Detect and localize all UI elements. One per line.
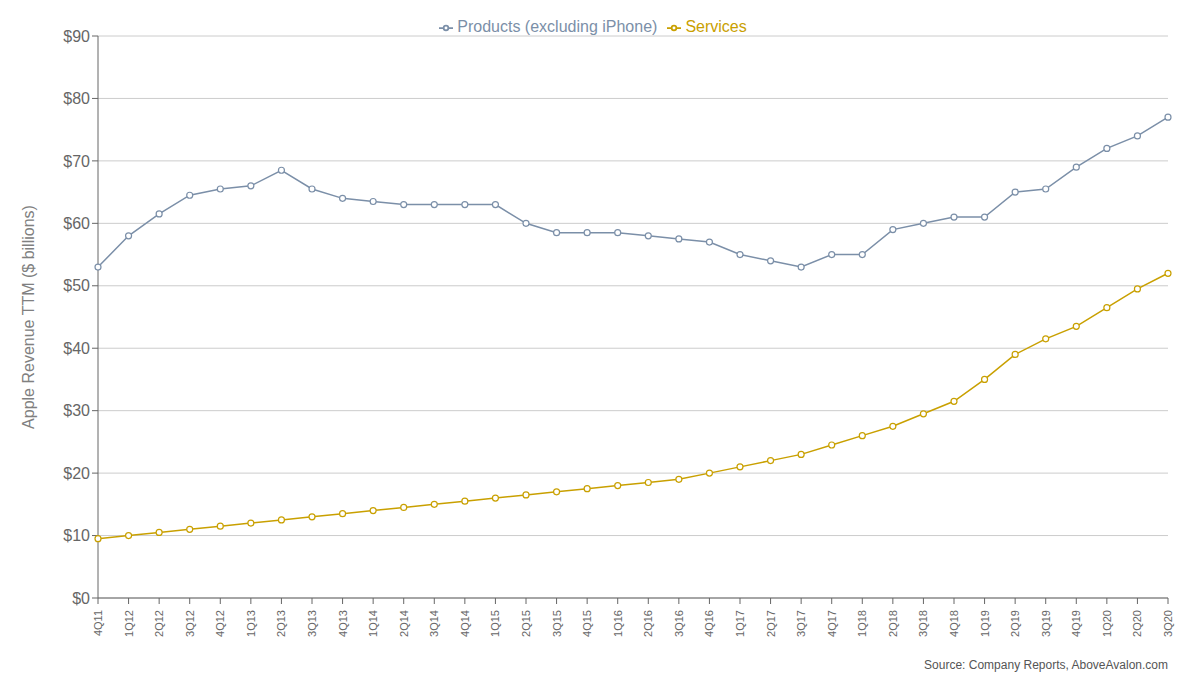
- svg-text:1Q19: 1Q19: [979, 610, 991, 637]
- svg-text:1Q13: 1Q13: [245, 610, 257, 637]
- svg-text:1Q16: 1Q16: [612, 610, 624, 637]
- svg-text:2Q14: 2Q14: [398, 610, 410, 637]
- svg-text:$80: $80: [63, 90, 90, 107]
- svg-text:2Q17: 2Q17: [765, 610, 777, 637]
- svg-text:2Q20: 2Q20: [1131, 610, 1143, 637]
- svg-text:4Q15: 4Q15: [581, 610, 593, 637]
- html-text:Source: Company Reports, Above: Source: Company Reports, AboveAvalon.com: [924, 658, 1168, 672]
- svg-text:2Q18: 2Q18: [887, 610, 899, 637]
- svg-text:3Q20: 3Q20: [1162, 610, 1174, 637]
- svg-text:4Q16: 4Q16: [703, 610, 715, 637]
- svg-text:3Q15: 3Q15: [551, 610, 563, 637]
- svg-text:3Q12: 3Q12: [184, 610, 196, 637]
- svg-text:4Q11: 4Q11: [92, 610, 104, 636]
- svg-text:1Q14: 1Q14: [367, 610, 379, 637]
- svg-text:4Q18: 4Q18: [948, 610, 960, 637]
- svg-text:$50: $50: [63, 277, 90, 294]
- svg-text:Apple Revenue TTM ($ billions): Apple Revenue TTM ($ billions): [20, 205, 37, 429]
- svg-text:2Q13: 2Q13: [275, 610, 287, 637]
- svg-text:2Q15: 2Q15: [520, 610, 532, 637]
- svg-text:$60: $60: [63, 215, 90, 232]
- svg-text:3Q13: 3Q13: [306, 610, 318, 637]
- svg-text:1Q17: 1Q17: [734, 610, 746, 637]
- svg-text:3Q16: 3Q16: [673, 610, 685, 637]
- svg-text:1Q20: 1Q20: [1101, 610, 1113, 637]
- html-text:Products (excluding iPhone): Products (excluding iPhone): [457, 18, 658, 35]
- svg-text:1Q15: 1Q15: [489, 610, 501, 637]
- svg-text:2Q12: 2Q12: [153, 610, 165, 637]
- svg-text:4Q12: 4Q12: [214, 610, 226, 637]
- svg-text:$40: $40: [63, 340, 90, 357]
- svg-text:1Q12: 1Q12: [123, 610, 135, 637]
- svg-text:4Q19: 4Q19: [1070, 610, 1082, 637]
- svg-text:3Q19: 3Q19: [1040, 610, 1052, 637]
- svg-text:4Q17: 4Q17: [826, 610, 838, 637]
- svg-text:$20: $20: [63, 465, 90, 482]
- svg-text:4Q14: 4Q14: [459, 610, 471, 637]
- html-text:Services: Services: [685, 18, 747, 35]
- svg-text:3Q14: 3Q14: [428, 610, 440, 637]
- svg-text:2Q16: 2Q16: [642, 610, 654, 637]
- svg-text:$0: $0: [72, 590, 90, 607]
- svg-text:$10: $10: [63, 527, 90, 544]
- svg-text:$30: $30: [63, 402, 90, 419]
- svg-text:3Q17: 3Q17: [795, 610, 807, 637]
- svg-text:1Q18: 1Q18: [856, 610, 868, 637]
- svg-text:2Q19: 2Q19: [1009, 610, 1021, 637]
- svg-text:4Q13: 4Q13: [337, 610, 349, 637]
- svg-text:$70: $70: [63, 153, 90, 170]
- svg-text:3Q18: 3Q18: [917, 610, 929, 637]
- svg-text:$90: $90: [63, 28, 90, 45]
